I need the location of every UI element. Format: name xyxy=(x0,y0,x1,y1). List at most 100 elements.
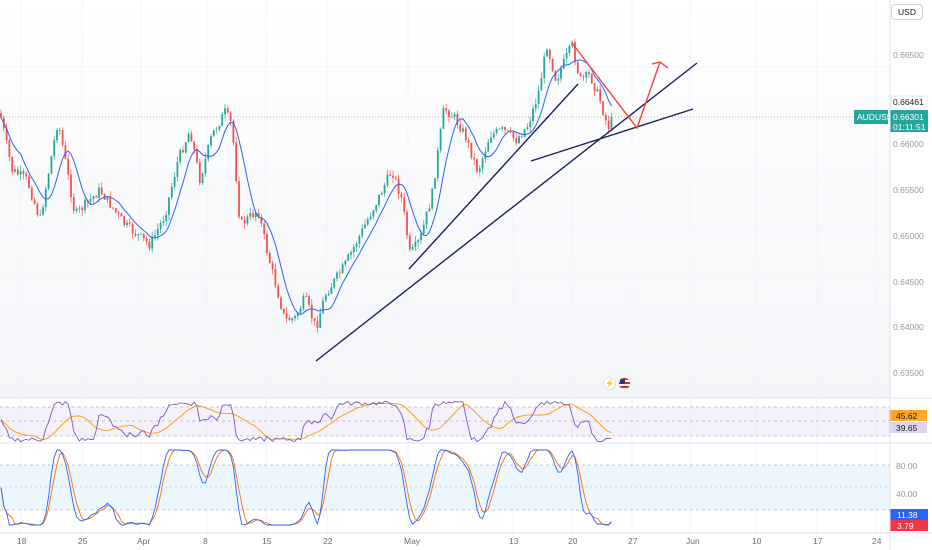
candle-body xyxy=(310,304,313,319)
candle-body xyxy=(504,126,506,130)
x-tick-label: Jun xyxy=(686,536,700,546)
candle-body xyxy=(330,287,333,295)
x-tick-label: 25 xyxy=(78,536,88,546)
y-tick-label: 0.66500 xyxy=(893,50,924,60)
us-flag-icon[interactable] xyxy=(618,377,631,390)
candle-body xyxy=(19,171,22,175)
rsi-ma-value: 45.62 xyxy=(896,411,918,421)
candle-body xyxy=(596,89,599,92)
candle-body xyxy=(70,174,72,198)
candle-body xyxy=(246,216,249,224)
candle-body xyxy=(431,188,434,209)
stoch-d-value: 3.79 xyxy=(897,521,914,531)
rsi-ma-line xyxy=(0,402,612,441)
y-tick-label: 0.66000 xyxy=(893,139,924,149)
x-tick-label: 18 xyxy=(17,536,27,546)
candle-body xyxy=(159,222,162,229)
candle-body xyxy=(540,78,543,91)
candle-body xyxy=(33,199,36,204)
candle-body xyxy=(417,240,420,242)
candle-body xyxy=(11,156,14,172)
candle-body xyxy=(422,224,425,234)
candle-body xyxy=(285,312,288,319)
candle-body xyxy=(72,197,75,211)
rsi-line xyxy=(0,400,612,443)
candle-body xyxy=(173,176,176,187)
candle-body xyxy=(274,269,277,286)
stoch-k-badge xyxy=(890,509,928,520)
candle-body xyxy=(268,252,271,263)
candle-body xyxy=(210,136,212,146)
candle-body xyxy=(154,234,156,237)
candle-body xyxy=(588,71,590,75)
last-price-badge xyxy=(890,110,928,132)
candle-body xyxy=(221,114,224,126)
candle-body xyxy=(243,219,246,224)
symbol-label: AUDUSD xyxy=(857,112,893,122)
candle-body xyxy=(190,133,193,142)
candle-body xyxy=(212,130,215,137)
candle-body xyxy=(560,68,562,79)
candle-body xyxy=(481,158,484,169)
trendline-main xyxy=(315,62,698,362)
candle-body xyxy=(288,318,291,321)
candle-body xyxy=(114,208,117,213)
candle-body xyxy=(383,185,386,194)
candle-body xyxy=(450,116,453,118)
projection-arrowhead xyxy=(651,61,669,69)
candle-body xyxy=(490,137,492,143)
x-tick-label: 15 xyxy=(262,536,272,546)
y-tick-label: 0.65500 xyxy=(893,185,924,195)
candle-body xyxy=(442,108,445,129)
candle-body xyxy=(436,150,439,179)
candle-body xyxy=(453,113,456,117)
candle-body xyxy=(229,112,232,121)
rsi-band xyxy=(0,407,890,436)
candle-body xyxy=(574,42,576,63)
candle-body xyxy=(456,113,459,125)
candle-body xyxy=(117,212,120,214)
candle-body xyxy=(196,149,198,163)
candle-body xyxy=(280,297,282,309)
candle-body xyxy=(512,131,515,139)
candle-body xyxy=(344,260,347,265)
price-badges: 0.66461 AUDUSD 0.66301 01:11:51 xyxy=(854,95,928,132)
candle-body xyxy=(112,207,114,209)
candle-body xyxy=(445,108,448,111)
candle-body xyxy=(5,128,8,141)
time-axis[interactable]: 18 25 Apr 8 15 22 May 13 20 27 Jun 10 17… xyxy=(17,536,882,546)
candle-body xyxy=(291,318,294,321)
candle-body xyxy=(56,130,58,141)
candle-body xyxy=(204,158,207,174)
candle-body xyxy=(271,262,274,270)
candle-body xyxy=(375,205,378,211)
candle-body xyxy=(347,254,350,261)
candle-body xyxy=(327,294,330,296)
x-tick-label: 20 xyxy=(568,536,578,546)
candle-body xyxy=(361,228,364,236)
candle-body xyxy=(420,233,422,241)
candle-body xyxy=(36,203,39,215)
candle-body xyxy=(462,128,464,132)
candle-body xyxy=(484,151,487,159)
candle-body xyxy=(316,320,319,328)
candle-body xyxy=(434,178,436,189)
lightning-icon[interactable]: ⚡ xyxy=(603,377,616,390)
candle-body xyxy=(28,176,30,188)
candle-body xyxy=(392,175,394,178)
currency-button[interactable]: USD xyxy=(891,4,923,20)
candle-body xyxy=(467,140,470,143)
candle-body xyxy=(168,197,170,215)
candle-body xyxy=(120,213,123,217)
y-tick-label: 0.64500 xyxy=(893,277,924,287)
candle-body xyxy=(106,196,109,200)
candle-body xyxy=(201,173,204,184)
candle-body xyxy=(501,126,504,129)
rsi-badge xyxy=(889,422,927,433)
moving-average-line xyxy=(0,59,612,316)
candle-body xyxy=(364,224,366,229)
candle-body xyxy=(170,186,173,198)
candle-body xyxy=(372,210,375,217)
candle-body xyxy=(464,128,467,141)
